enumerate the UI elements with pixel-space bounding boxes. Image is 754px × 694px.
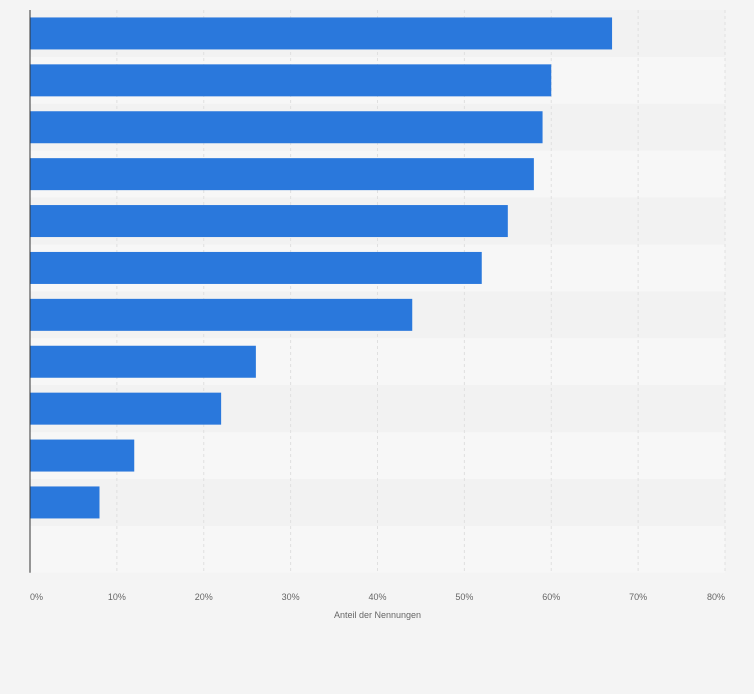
- x-tick-label: 80%: [707, 592, 725, 602]
- x-axis-title: Anteil der Nennungen: [334, 610, 421, 620]
- x-tick-label: 10%: [108, 592, 126, 602]
- bar: [30, 205, 508, 238]
- x-tick-label: 60%: [542, 592, 560, 602]
- bar: [30, 111, 543, 144]
- bars: [30, 17, 613, 519]
- bar: [30, 439, 135, 472]
- x-tick-label: 20%: [195, 592, 213, 602]
- bar: [30, 345, 256, 378]
- bar: [30, 486, 100, 519]
- x-axis-ticks: 0% 10% 20% 30% 40% 50% 60% 70% 80%: [30, 592, 725, 602]
- x-tick-label: 30%: [282, 592, 300, 602]
- bar: [30, 392, 222, 425]
- bar: [30, 298, 413, 331]
- bar: [30, 158, 534, 191]
- x-tick-label: 0%: [30, 592, 43, 602]
- bar: [30, 64, 552, 97]
- gridlines: [116, 10, 726, 573]
- x-tick-label: 70%: [629, 592, 647, 602]
- x-tick-label: 50%: [455, 592, 473, 602]
- x-tick-label: 40%: [368, 592, 386, 602]
- bar: [30, 17, 613, 50]
- bar: [30, 251, 482, 284]
